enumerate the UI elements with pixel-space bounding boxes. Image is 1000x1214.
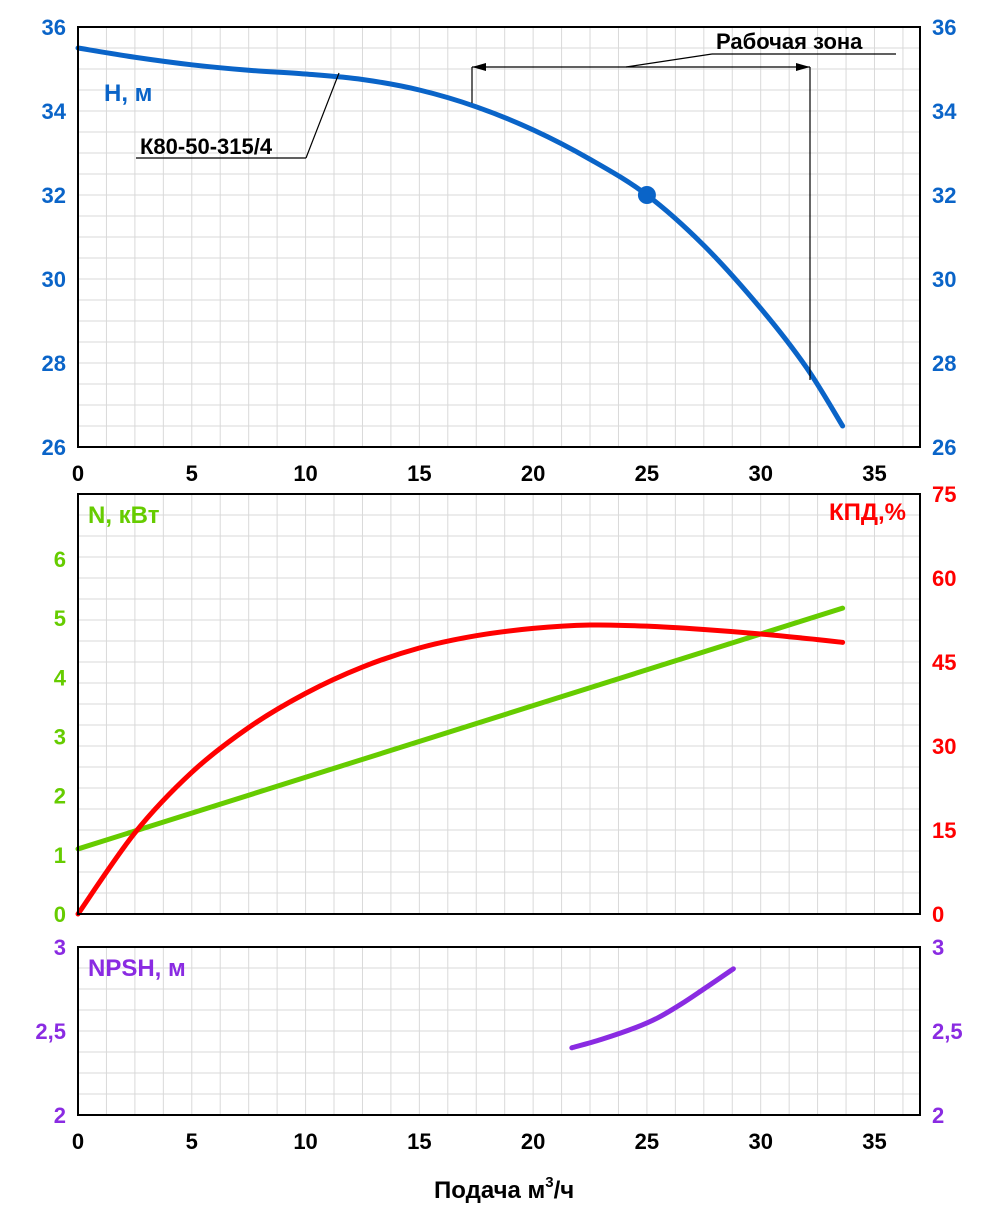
power-curve	[75, 605, 846, 852]
power-y-ticks: 0 1 2 3 4 5 6	[54, 547, 67, 927]
y-tick-label: 26	[932, 435, 956, 460]
x-tick-label: 20	[521, 1129, 545, 1154]
head-curve	[75, 45, 846, 429]
y-tick-label: 5	[54, 606, 66, 631]
npsh-curve	[569, 966, 736, 1051]
x-tick-label: 0	[72, 1129, 84, 1154]
x-tick-label: 25	[635, 1129, 659, 1154]
y-tick-label: 4	[54, 665, 67, 690]
head-panel: 26 28 30 32 34 36 26 28 30 32 34 36 0 5 10 15 20 25 30 35…	[42, 15, 958, 486]
npsh-plot-frame	[77, 946, 921, 1116]
y-tick-label: 0	[54, 902, 66, 927]
y-tick-label: 28	[42, 351, 66, 376]
y-tick-label: 34	[42, 99, 67, 124]
head-grid	[77, 26, 920, 448]
x-tick-label: 30	[748, 461, 772, 486]
power-axis-label: N, кВт	[88, 502, 160, 529]
head-curve-group	[75, 45, 846, 429]
work-zone-leader	[625, 53, 713, 68]
head-y-ticks-right: 26 28 30 32 34 36	[932, 15, 957, 460]
npsh-y-ticks-right: 22,53	[932, 935, 963, 1128]
y-tick-label: 15	[932, 818, 956, 843]
x-tick-label: 30	[748, 1129, 772, 1154]
npsh-y-ticks-left: 22,53	[35, 935, 66, 1128]
pump-model-leader	[305, 72, 340, 159]
y-tick-label: 36	[42, 15, 66, 40]
x-tick-label: 35	[862, 1129, 886, 1154]
y-tick-label: 75	[932, 482, 956, 507]
work-zone-arrow-right	[796, 63, 810, 71]
y-tick-label: 32	[42, 183, 66, 208]
y-tick-label: 60	[932, 566, 956, 591]
y-tick-label: 26	[42, 435, 66, 460]
y-tick-label: 28	[932, 351, 956, 376]
y-tick-label: 32	[932, 183, 956, 208]
x-tick-label: 0	[72, 461, 84, 486]
npsh-x-ticks: 0 5 10 15 20 25 30 35	[72, 1129, 887, 1154]
power-efficiency-plot-frame	[77, 493, 921, 915]
x-tick-label: 35	[862, 461, 886, 486]
y-tick-label: 34	[932, 99, 957, 124]
power-efficiency-curves	[75, 605, 846, 917]
npsh-curve-group	[569, 966, 736, 1051]
y-tick-label: 6	[54, 547, 66, 572]
power-efficiency-grid	[77, 493, 920, 915]
x-tick-label: 5	[186, 461, 198, 486]
x-tick-label: 15	[407, 461, 431, 486]
x-tick-label: 25	[635, 461, 659, 486]
work-zone-label: Рабочая зона	[716, 29, 863, 54]
y-tick-label: 2	[932, 1103, 944, 1128]
head-x-ticks: 0 5 10 15 20 25 30 35	[72, 461, 887, 486]
pump-model-label: К80-50-315/4	[140, 134, 273, 159]
y-tick-label: 1	[54, 843, 66, 868]
y-tick-label: 3	[54, 725, 66, 750]
y-tick-label: 3	[54, 935, 66, 960]
y-tick-label: 2	[54, 1103, 66, 1128]
head-plot-frame	[77, 26, 921, 448]
y-tick-label: 30	[42, 267, 66, 292]
y-tick-label: 36	[932, 15, 956, 40]
head-y-ticks-left: 26 28 30 32 34 36	[42, 15, 67, 460]
npsh-axis-label: NPSH, м	[88, 955, 186, 982]
efficiency-curve	[75, 622, 846, 917]
pump-model-annotation: К80-50-315/4	[136, 72, 340, 159]
x-tick-label: 15	[407, 1129, 431, 1154]
x-tick-label: 20	[521, 461, 545, 486]
x-tick-label: 5	[186, 1129, 198, 1154]
y-tick-label: 0	[932, 902, 944, 927]
npsh-panel: 22,53 22,53 0 5 10 15 20 25 30 35 NPSH, м	[35, 935, 962, 1154]
y-tick-label: 30	[932, 734, 956, 759]
x-axis-title: Подача м3/ч	[434, 1174, 574, 1204]
y-tick-label: 45	[932, 650, 956, 675]
y-tick-label: 2,5	[932, 1019, 963, 1044]
head-axis-label: H, м	[104, 80, 152, 107]
y-tick-label: 2,5	[35, 1019, 66, 1044]
work-zone-annotation: Рабочая зона	[471, 29, 896, 380]
efficiency-axis-label: КПД,%	[829, 499, 906, 526]
y-tick-label: 30	[932, 267, 956, 292]
efficiency-y-ticks: 0 15 30 45 60 75	[932, 482, 956, 927]
y-tick-label: 2	[54, 784, 66, 809]
y-tick-label: 3	[932, 935, 944, 960]
operating-point-marker	[637, 186, 656, 204]
x-tick-label: 10	[293, 1129, 317, 1154]
work-zone-arrow-left	[472, 63, 486, 71]
x-tick-label: 10	[293, 461, 317, 486]
